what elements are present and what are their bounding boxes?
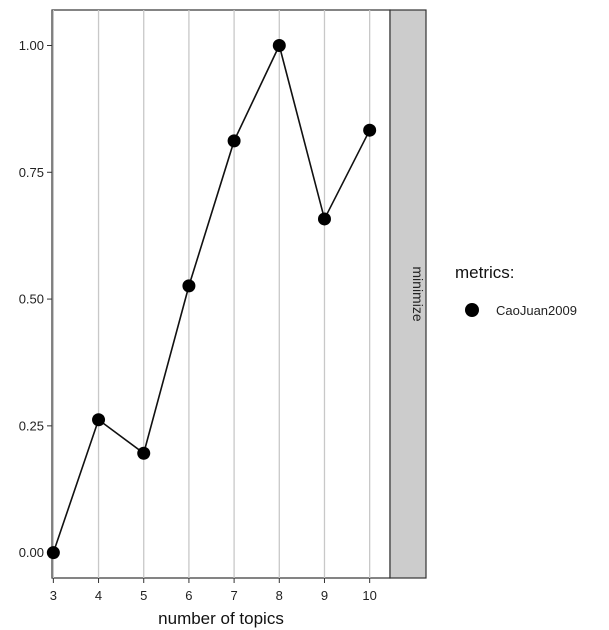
- y-axis: 0.00 0.25 0.50 0.75 1.00: [19, 38, 52, 560]
- data-point: [46, 546, 60, 560]
- y-tick-label: 0.25: [19, 418, 44, 433]
- x-tick-label: 6: [185, 588, 192, 603]
- y-tick-label: 1.00: [19, 38, 44, 53]
- series-line: [52, 43, 371, 553]
- x-tick-label: 5: [140, 588, 147, 603]
- data-point: [227, 134, 241, 148]
- data-point: [272, 39, 286, 52]
- x-tick-label: 8: [276, 588, 283, 603]
- facet-strip: minimize: [389, 9, 427, 579]
- data-point: [137, 446, 151, 460]
- y-tick-label: 0.75: [19, 165, 44, 180]
- x-axis: 3 4 5 6 7 8 9 10: [50, 578, 377, 603]
- legend-marker: [465, 303, 479, 317]
- x-tick-label: 4: [95, 588, 102, 603]
- legend: metrics: CaoJuan2009: [455, 263, 577, 318]
- legend-label: CaoJuan2009: [496, 303, 577, 318]
- facet-strip-label: minimize: [410, 266, 426, 321]
- x-axis-title: number of topics: [158, 609, 284, 628]
- x-tick-label: 9: [321, 588, 328, 603]
- y-tick-label: 0.00: [19, 545, 44, 560]
- legend-title: metrics:: [455, 263, 515, 282]
- y-tick-label: 0.50: [19, 292, 44, 307]
- x-tick-label: 3: [50, 588, 57, 603]
- data-point: [363, 123, 377, 137]
- plot-panel: [51, 9, 391, 579]
- data-point: [182, 279, 196, 293]
- series-caojuan2009: [46, 39, 377, 560]
- gridlines: [52, 10, 371, 578]
- data-point: [92, 413, 106, 427]
- data-point: [317, 212, 331, 226]
- x-tick-label: 10: [362, 588, 376, 603]
- x-tick-label: 7: [230, 588, 237, 603]
